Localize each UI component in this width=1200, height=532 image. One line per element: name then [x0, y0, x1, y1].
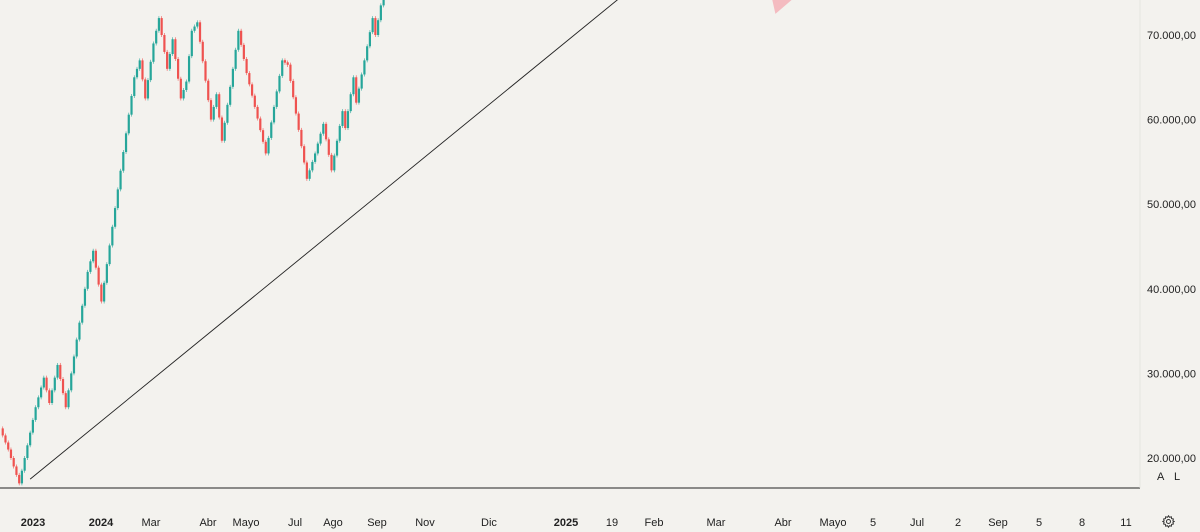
trendline — [29, 0, 618, 480]
x-tick-label: Jul — [910, 517, 924, 529]
x-tick-label: 2023 — [21, 517, 45, 529]
x-tick-label: Abr — [199, 517, 216, 529]
auto-scale-toggle[interactable]: A — [1157, 471, 1165, 483]
x-tick-label: 11 — [1120, 517, 1131, 529]
y-tick-label: 70.000,00 — [1147, 30, 1196, 42]
x-tick-label: 2024 — [89, 517, 114, 529]
log-scale-toggle[interactable]: L — [1174, 471, 1181, 483]
x-tick-label: Jul — [288, 517, 302, 529]
x-tick-label: Mar — [707, 517, 726, 529]
x-tick-label: Sep — [367, 517, 387, 529]
x-tick-label: Dic — [481, 517, 497, 529]
x-tick-label: Mar — [142, 517, 161, 529]
x-tick-label: Nov — [415, 517, 435, 529]
x-tick-label: Ago — [323, 517, 343, 529]
y-tick-label: 30.000,00 — [1147, 368, 1196, 380]
gear-icon — [1161, 514, 1175, 528]
y-tick-label: 20.000,00 — [1147, 453, 1196, 465]
x-tick-label: 2025 — [554, 517, 578, 529]
x-tick-label: Feb — [645, 517, 664, 529]
x-tick-label: Abr — [774, 517, 791, 529]
x-tick-label: 5 — [1036, 517, 1042, 529]
x-tick-label: 19 — [606, 517, 618, 529]
x-tick-label: Mayo — [820, 517, 847, 529]
x-tick-label: Mayo — [233, 517, 260, 529]
y-tick-label: 50.000,00 — [1147, 199, 1196, 211]
x-tick-label: 2 — [955, 517, 961, 529]
x-tick-label: 5 — [870, 517, 876, 529]
y-tick-label: 40.000,00 — [1147, 284, 1196, 296]
x-tick-label: Sep — [988, 517, 1008, 529]
y-tick-label: 60.000,00 — [1147, 115, 1196, 127]
bearish-zone — [772, 0, 792, 14]
settings-button[interactable] — [1160, 513, 1176, 529]
x-tick-label: 8 — [1079, 517, 1085, 529]
